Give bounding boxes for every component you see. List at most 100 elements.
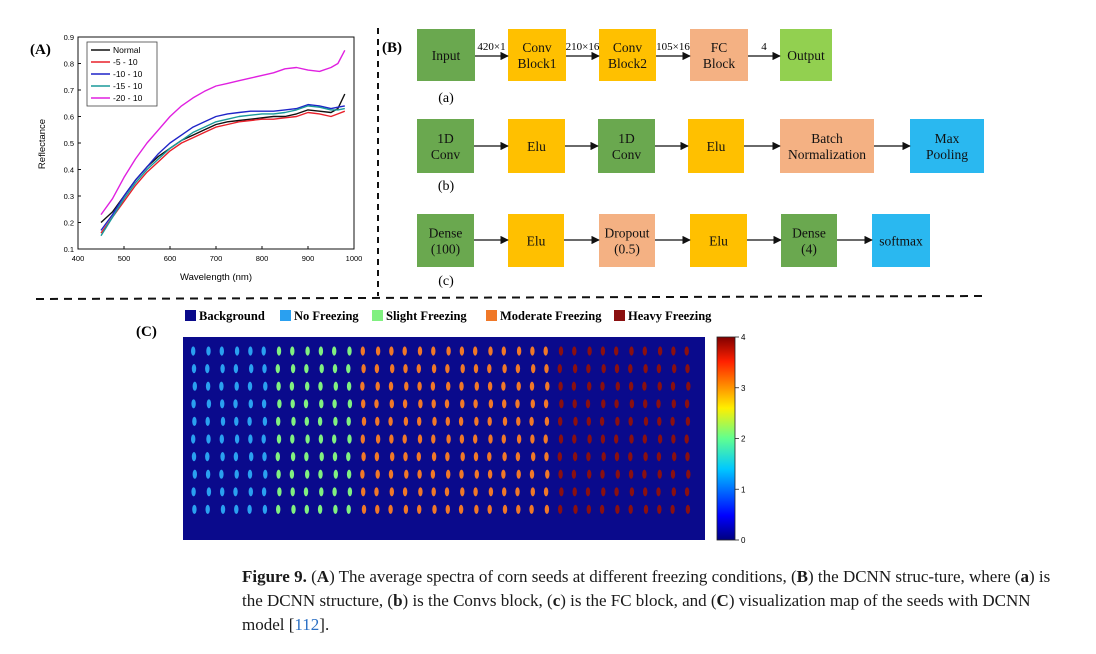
seed-marker — [417, 416, 422, 426]
seed-marker — [558, 504, 563, 514]
seed-marker — [220, 487, 225, 497]
seed-marker — [657, 434, 663, 444]
seed-marker — [277, 487, 282, 497]
seed-marker — [643, 452, 648, 462]
x-tick-label: 400 — [72, 254, 85, 263]
seed-marker — [487, 452, 492, 462]
row-b-0-box — [417, 119, 474, 173]
caption-ref-B: B — [796, 567, 809, 586]
seed-marker — [375, 469, 380, 479]
row-c-2-label: Dropout — [605, 226, 650, 241]
seed-marker — [643, 399, 648, 409]
series-line--5-10 — [100, 110, 346, 234]
seed-marker — [614, 434, 619, 444]
seed-marker — [446, 381, 451, 391]
seed-marker — [573, 416, 578, 426]
row-b-3-label: Elu — [707, 139, 726, 154]
row-b-0-label: 1D — [437, 131, 454, 146]
seed-marker — [375, 381, 380, 391]
seed-marker — [220, 504, 226, 514]
y-tick-label: 0.3 — [64, 192, 74, 201]
seed-marker — [599, 416, 605, 426]
seed-marker — [220, 364, 225, 374]
seed-marker — [219, 469, 224, 479]
seed-marker — [191, 346, 196, 356]
seed-marker — [333, 504, 338, 514]
chart-legend: Normal -5 - 10 -10 - 10 -15 - 10 -20 - 10 — [91, 45, 143, 103]
seed-marker — [247, 416, 252, 426]
citation-link[interactable]: 112 — [294, 615, 320, 634]
seed-marker — [388, 504, 393, 514]
seed-marker — [587, 434, 592, 444]
panel-a: (A) 0.1 0.2 0.3 0.4 0.5 0.6 0.7 0.8 0.9 400 500 60… — [30, 33, 362, 283]
seed-marker — [530, 434, 535, 444]
seed-marker — [261, 399, 267, 409]
dimension-label: 105×16 — [656, 41, 690, 53]
spectra-lines — [100, 49, 346, 237]
seed-marker — [318, 469, 323, 479]
seed-marker — [656, 487, 661, 497]
sub-label-a: (a) — [438, 91, 454, 106]
seed-marker — [657, 469, 662, 479]
y-tick-label: 0.2 — [64, 219, 74, 228]
seed-marker — [418, 399, 423, 409]
x-axis-label: Wavelength (nm) — [180, 272, 252, 283]
row-c-0-label: (100) — [431, 242, 460, 257]
seed-marker — [276, 434, 282, 444]
x-tick-label: 900 — [302, 254, 315, 263]
row-c-0-label: Dense — [429, 226, 463, 241]
seed-marker — [431, 346, 436, 356]
seed-marker — [601, 487, 606, 497]
seed-marker — [488, 434, 493, 444]
legend-entry: -20 - 10 — [113, 93, 143, 103]
x-tick-label: 800 — [256, 254, 269, 263]
legend-swatch — [280, 310, 291, 321]
row-b-1-label: Elu — [527, 139, 546, 154]
seed-marker — [404, 469, 409, 479]
seed-marker — [587, 381, 592, 391]
panel-b: (B) InputConvBlock1ConvBlock2FCBlockOutp… — [382, 29, 984, 289]
seed-marker — [516, 469, 521, 479]
seed-marker — [388, 381, 394, 391]
seed-marker — [276, 504, 281, 514]
seed-marker — [234, 469, 239, 479]
seed-marker — [375, 504, 380, 514]
row-a-1-label: Conv — [522, 40, 552, 55]
seed-marker — [402, 434, 407, 444]
seed-marker — [360, 434, 365, 444]
seed-marker — [459, 381, 464, 391]
seed-marker — [361, 504, 367, 514]
y-axis-ticks: 0.1 0.2 0.3 0.4 0.5 0.6 0.7 0.8 0.9 — [64, 33, 81, 254]
seed-marker — [431, 452, 437, 462]
seed-marker — [374, 399, 379, 409]
seed-marker — [572, 487, 577, 497]
seed-marker — [628, 452, 633, 462]
seed-marker — [248, 487, 253, 497]
row-a-0-label: Input — [432, 48, 461, 63]
seed-marker — [403, 452, 408, 462]
seed-marker — [685, 504, 691, 514]
seed-marker — [684, 399, 690, 409]
seed-marker — [515, 487, 520, 497]
seed-marker — [234, 416, 239, 426]
seed-marker — [390, 452, 395, 462]
seed-marker — [332, 399, 337, 409]
seed-marker — [474, 469, 479, 479]
seed-marker — [502, 452, 507, 462]
seed-marker — [402, 346, 407, 356]
panel-b-label: (B) — [382, 40, 402, 56]
seed-marker — [247, 469, 253, 479]
row-b-2-label: 1D — [618, 131, 635, 146]
seed-marker — [501, 346, 506, 356]
seed-marker — [685, 416, 691, 426]
seed-marker — [628, 416, 633, 426]
seed-marker — [332, 452, 338, 462]
seed-marker — [375, 434, 381, 444]
x-tick-label: 700 — [210, 254, 223, 263]
seed-marker — [629, 399, 635, 409]
seed-marker — [192, 416, 197, 426]
seed-marker — [290, 434, 295, 444]
seed-marker — [192, 504, 197, 514]
seed-marker — [304, 364, 309, 374]
